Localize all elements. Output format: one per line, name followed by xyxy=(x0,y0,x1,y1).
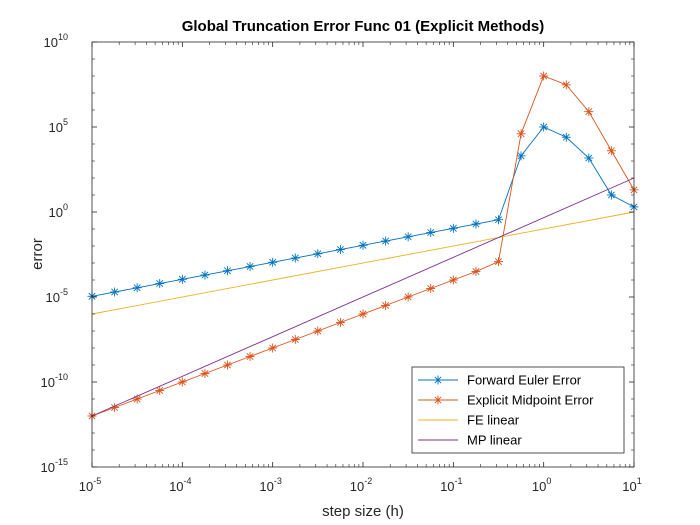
x-tick-label: 10-2 xyxy=(350,476,372,494)
data-point-explicit-midpoint-error xyxy=(335,318,345,328)
data-point-forward-euler-error xyxy=(132,283,142,293)
legend-label: FE linear xyxy=(467,413,520,428)
x-tick-label: 10-3 xyxy=(259,476,281,494)
data-point-forward-euler-error xyxy=(381,236,391,246)
data-point-forward-euler-error xyxy=(177,274,187,284)
data-point-forward-euler-error xyxy=(516,151,526,161)
data-point-forward-euler-error xyxy=(200,270,210,280)
legend-label: Forward Euler Error xyxy=(467,373,582,388)
data-point-forward-euler-error xyxy=(335,245,345,255)
data-point-explicit-midpoint-error xyxy=(200,369,210,379)
data-point-explicit-midpoint-error xyxy=(561,80,571,90)
data-point-forward-euler-error xyxy=(222,266,232,276)
x-tick-label: 10-5 xyxy=(79,476,101,494)
legend-label: MP linear xyxy=(467,433,522,448)
y-tick-label: 100 xyxy=(49,202,68,220)
data-point-explicit-midpoint-error xyxy=(606,146,616,156)
tick-layer: 10-5 10-4 10-3 10-2 10-1 100 101 10-15 10-10 10-5… xyxy=(41,32,642,494)
y-tick-label: 10-15 xyxy=(41,457,68,475)
data-point-explicit-midpoint-error xyxy=(245,352,255,362)
data-point-forward-euler-error xyxy=(358,240,368,250)
data-point-explicit-midpoint-error xyxy=(539,71,549,81)
data-point-explicit-midpoint-error xyxy=(381,301,391,311)
data-point-explicit-midpoint-error xyxy=(516,129,526,139)
y-tick-label: 1010 xyxy=(44,32,68,50)
data-point-forward-euler-error xyxy=(493,215,503,225)
data-point-explicit-midpoint-error xyxy=(358,309,368,319)
data-point-forward-euler-error xyxy=(110,287,120,297)
data-point-forward-euler-error xyxy=(403,232,413,242)
legend-marker-forward-euler-error xyxy=(433,375,443,385)
x-tick-label: 10-4 xyxy=(169,476,191,494)
series-line-mp-linear xyxy=(91,177,635,417)
data-point-forward-euler-error xyxy=(606,190,616,200)
data-point-forward-euler-error xyxy=(584,153,594,163)
data-point-forward-euler-error xyxy=(245,262,255,272)
data-point-forward-euler-error xyxy=(290,253,300,263)
data-point-forward-euler-error xyxy=(268,257,278,267)
data-point-explicit-midpoint-error xyxy=(290,335,300,345)
legend-items: Forward Euler Error Explicit Midpoint Err… xyxy=(418,373,594,448)
data-point-explicit-midpoint-error xyxy=(403,292,413,302)
x-axis-label: step size (h) xyxy=(322,503,404,520)
data-point-explicit-midpoint-error xyxy=(448,275,458,285)
data-point-explicit-midpoint-error xyxy=(222,360,232,370)
data-point-forward-euler-error xyxy=(448,223,458,233)
y-axis-label: error xyxy=(29,238,46,270)
y-tick-label: 10-10 xyxy=(41,372,68,390)
y-tick-label: 10-5 xyxy=(46,287,68,305)
data-point-forward-euler-error xyxy=(471,219,481,229)
data-point-explicit-midpoint-error xyxy=(313,326,323,336)
data-point-explicit-midpoint-error xyxy=(426,284,436,294)
series-layer xyxy=(87,71,639,421)
data-point-forward-euler-error xyxy=(426,228,436,238)
y-tick-label: 105 xyxy=(49,117,68,135)
legend-box xyxy=(411,366,625,454)
data-point-explicit-midpoint-error xyxy=(177,377,187,387)
x-tick-label: 101 xyxy=(622,476,641,494)
data-point-forward-euler-error xyxy=(561,132,571,142)
x-tick-label: 100 xyxy=(532,476,551,494)
data-point-explicit-midpoint-error xyxy=(155,386,165,396)
data-point-forward-euler-error xyxy=(155,279,165,289)
legend: Forward Euler Error Explicit Midpoint Err… xyxy=(411,366,625,454)
legend-marker-explicit-midpoint-error xyxy=(433,395,443,405)
data-point-explicit-midpoint-error xyxy=(584,107,594,117)
data-point-explicit-midpoint-error xyxy=(493,257,503,267)
data-point-forward-euler-error xyxy=(539,122,549,132)
data-point-forward-euler-error xyxy=(313,249,323,259)
chart-title: Global Truncation Error Func 01 (Explici… xyxy=(182,18,545,35)
x-tick-label: 10-1 xyxy=(440,476,462,494)
data-point-explicit-midpoint-error xyxy=(471,267,481,277)
series-line-fe-linear xyxy=(91,211,635,315)
legend-label: Explicit Midpoint Error xyxy=(467,393,594,408)
data-point-explicit-midpoint-error xyxy=(268,343,278,353)
